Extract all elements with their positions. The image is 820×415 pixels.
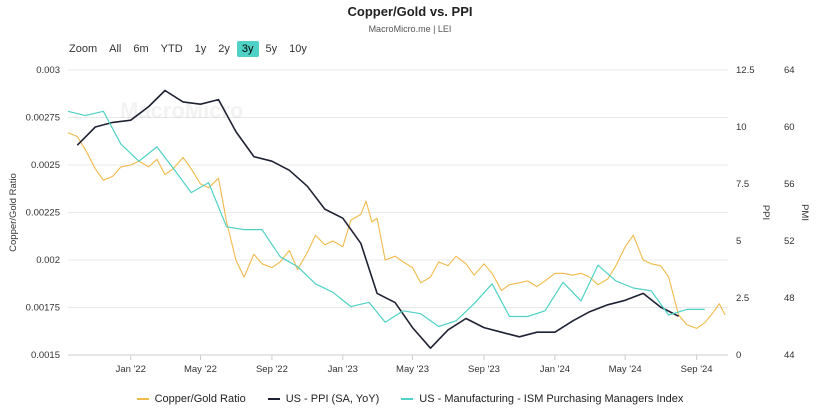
left-axis-tick-label: 0.0025 <box>31 160 60 171</box>
ppi-axis-tick-label: 0 <box>736 350 741 361</box>
pmi-axis-tick-label: 56 <box>784 179 795 190</box>
legend: Copper/Gold Ratio US - PPI (SA, YoY) US … <box>0 393 820 405</box>
pmi-axis-tick-label: 64 <box>784 65 795 76</box>
range-selector: Zoom All 6m YTD 1y 2y 3y 5y 10y <box>64 41 312 57</box>
ppi-axis-tick-label: 10 <box>736 122 747 133</box>
range-button-3y[interactable]: 3y <box>236 41 259 57</box>
range-button-1y[interactable]: 1y <box>194 43 207 55</box>
legend-label-ppi: US - PPI (SA, YoY) <box>285 393 380 405</box>
chart-title: Copper/Gold vs. PPI <box>347 4 473 19</box>
legend-item-ism[interactable]: US - Manufacturing - ISM Purchasing Mana… <box>401 393 683 405</box>
x-axis-tick-label: May '24 <box>609 364 642 375</box>
x-axis-tick-label: Sep '23 <box>468 364 500 375</box>
watermark-text: MacroMicro <box>120 98 243 123</box>
left-axis-tick-label: 0.00225 <box>26 208 60 219</box>
left-axis-tick-label: 0.002 <box>36 255 60 266</box>
legend-swatch-ism <box>401 398 414 400</box>
legend-item-copper-gold[interactable]: Copper/Gold Ratio <box>136 393 246 405</box>
range-button-all[interactable]: All <box>109 43 122 55</box>
x-axis-tick-label: May '22 <box>184 364 217 375</box>
left-axis-tick-label: 0.003 <box>36 65 60 76</box>
ppi-axis-tick-label: 2.5 <box>736 293 749 304</box>
left-axis-tick-label: 0.00275 <box>26 113 60 124</box>
range-button-5y[interactable]: 5y <box>265 43 278 55</box>
ppi-axis-title: PPI <box>760 205 771 220</box>
legend-swatch-copper-gold <box>136 398 149 400</box>
range-button-2y[interactable]: 2y <box>218 43 230 55</box>
series-layer <box>67 89 726 350</box>
x-axis-tick-label: Jan '24 <box>540 364 570 375</box>
x-axis-tick-label: Sep '22 <box>256 364 288 375</box>
chart-subtitle: MacroMicro.me | LEI <box>368 24 452 34</box>
left-axis-title: Copper/Gold Ratio <box>8 173 19 252</box>
range-button-6m[interactable]: 6m <box>133 43 149 55</box>
x-axis-tick-label: Sep '24 <box>681 364 713 375</box>
left-axis-tick-label: 0.0015 <box>31 350 60 361</box>
left-axis-tick-label: 0.00175 <box>26 303 60 314</box>
ppi-axis-tick-label: 5 <box>736 236 741 247</box>
ppi-axis-tick-label: 7.5 <box>736 179 749 190</box>
range-button-ytd[interactable]: YTD <box>160 43 183 55</box>
axis-layer: 0.0015 0.00175 0.002 0.00225 0.0025 0.00275 0.… <box>8 65 810 375</box>
legend-item-ppi[interactable]: US - PPI (SA, YoY) <box>267 393 380 405</box>
legend-swatch-ppi <box>267 398 280 400</box>
series-line-ppi <box>76 89 679 350</box>
ppi-axis-tick-label: 12.5 <box>736 65 755 76</box>
series-line-copper-gold <box>67 132 726 329</box>
pmi-axis-tick-label: 60 <box>784 122 795 133</box>
x-axis-tick-label: Jan '23 <box>328 364 358 375</box>
x-axis-tick-label: Jan '22 <box>116 364 146 375</box>
series-line-ism <box>67 110 705 328</box>
pmi-axis-tick-label: 44 <box>784 350 795 361</box>
x-axis-tick-label: May '23 <box>396 364 429 375</box>
zoom-label: Zoom <box>69 43 98 55</box>
pmi-axis-title: PMI <box>799 204 810 221</box>
legend-label-copper-gold: Copper/Gold Ratio <box>154 393 246 405</box>
pmi-axis-tick-label: 48 <box>784 293 795 304</box>
pmi-axis-tick-label: 52 <box>784 236 795 247</box>
range-button-10y[interactable]: 10y <box>289 43 307 55</box>
legend-label-ism: US - Manufacturing - ISM Purchasing Mana… <box>419 393 684 405</box>
